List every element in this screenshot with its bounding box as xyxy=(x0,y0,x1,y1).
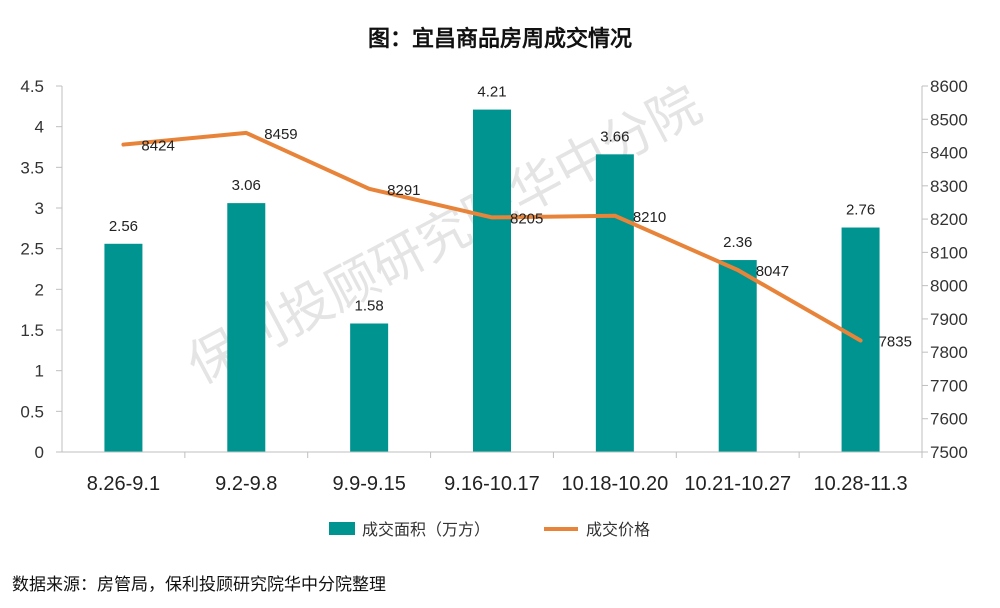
right-tick-label: 8200 xyxy=(930,210,968,229)
bar xyxy=(473,109,511,452)
left-tick-label: 3.5 xyxy=(20,158,44,177)
legend-label-bar: 成交面积（万方） xyxy=(362,520,490,539)
bar xyxy=(718,260,757,452)
bar-series xyxy=(104,109,880,452)
right-axis-ticks: 7500 7600 7700 7800 7900 8000 8100 8200 8300 8400… xyxy=(922,77,968,462)
bar-value-label: 2.76 xyxy=(846,202,875,219)
bar-data-labels: 2.56 3.06 1.58 4.21 3.66 2.36 2.76 xyxy=(109,84,875,315)
x-category-label: 9.2-9.8 xyxy=(215,473,277,495)
legend: 成交面积（万方） 成交价格 xyxy=(329,520,650,539)
bar-value-label: 4.21 xyxy=(477,84,506,101)
line-value-label: 8291 xyxy=(387,182,420,199)
right-tick-label: 8600 xyxy=(930,77,968,96)
x-category-label: 10.18-10.20 xyxy=(561,473,668,495)
axes xyxy=(61,86,923,453)
x-category-label: 10.21-10.27 xyxy=(684,473,791,495)
line-value-label: 8205 xyxy=(510,210,543,227)
x-category-label: 10.28-11.3 xyxy=(813,473,907,495)
bar-value-label: 2.36 xyxy=(723,234,752,251)
right-tick-label: 8100 xyxy=(930,243,968,262)
source-note: 数据来源：房管局，保利投顾研究院华中分院整理 xyxy=(12,575,386,595)
right-tick-label: 8300 xyxy=(930,177,968,196)
right-tick-label: 8000 xyxy=(930,277,968,296)
bar xyxy=(227,203,266,452)
left-tick-label: 3 xyxy=(35,199,44,218)
right-tick-label: 7800 xyxy=(930,343,968,362)
line-series xyxy=(121,130,863,343)
bar-value-label: 2.56 xyxy=(109,218,138,235)
left-axis-ticks: 0 0.5 1 1.5 2 2.5 3 3.5 4 4.5 xyxy=(20,77,62,462)
bar xyxy=(104,243,143,452)
line-data-labels: 8424 8459 8291 8205 8210 8047 7835 xyxy=(141,126,912,351)
right-tick-label: 8400 xyxy=(930,144,968,163)
left-tick-label: 4 xyxy=(35,118,44,137)
left-tick-label: 1.5 xyxy=(20,321,44,340)
right-tick-label: 7700 xyxy=(930,376,968,395)
x-category-label: 9.16-10.17 xyxy=(444,473,540,495)
right-tick-label: 7600 xyxy=(930,410,968,429)
x-category-label: 8.26-9.1 xyxy=(87,473,160,495)
left-tick-label: 2.5 xyxy=(20,240,44,259)
chart-title: 图：宜昌商品房周成交情况 xyxy=(368,26,632,52)
left-tick-label: 4.5 xyxy=(20,77,44,96)
bar-value-label: 3.66 xyxy=(600,128,629,145)
bar-value-label: 1.58 xyxy=(355,297,384,314)
line-value-label: 8459 xyxy=(264,126,297,143)
line-value-label: 8047 xyxy=(756,263,789,280)
bar-value-label: 3.06 xyxy=(232,177,261,194)
line-value-label: 7835 xyxy=(879,334,912,351)
legend-label-line: 成交价格 xyxy=(586,520,650,539)
x-axis-labels: 8.26-9.1 9.2-9.8 9.9-9.15 9.16-10.17 10.18-1… xyxy=(87,452,923,495)
right-tick-label: 8500 xyxy=(930,110,968,129)
left-tick-label: 0 xyxy=(35,443,44,462)
bar xyxy=(595,154,634,452)
right-tick-label: 7500 xyxy=(930,443,968,462)
right-tick-label: 7900 xyxy=(930,310,968,329)
left-tick-label: 1 xyxy=(35,362,44,381)
line-value-label: 8424 xyxy=(141,138,174,155)
legend-swatch-bar xyxy=(329,522,355,535)
left-tick-label: 0.5 xyxy=(20,402,44,421)
bar xyxy=(350,323,389,452)
left-tick-label: 2 xyxy=(35,280,44,299)
x-category-label: 9.9-9.15 xyxy=(332,473,405,495)
line-value-label: 8210 xyxy=(633,209,666,226)
